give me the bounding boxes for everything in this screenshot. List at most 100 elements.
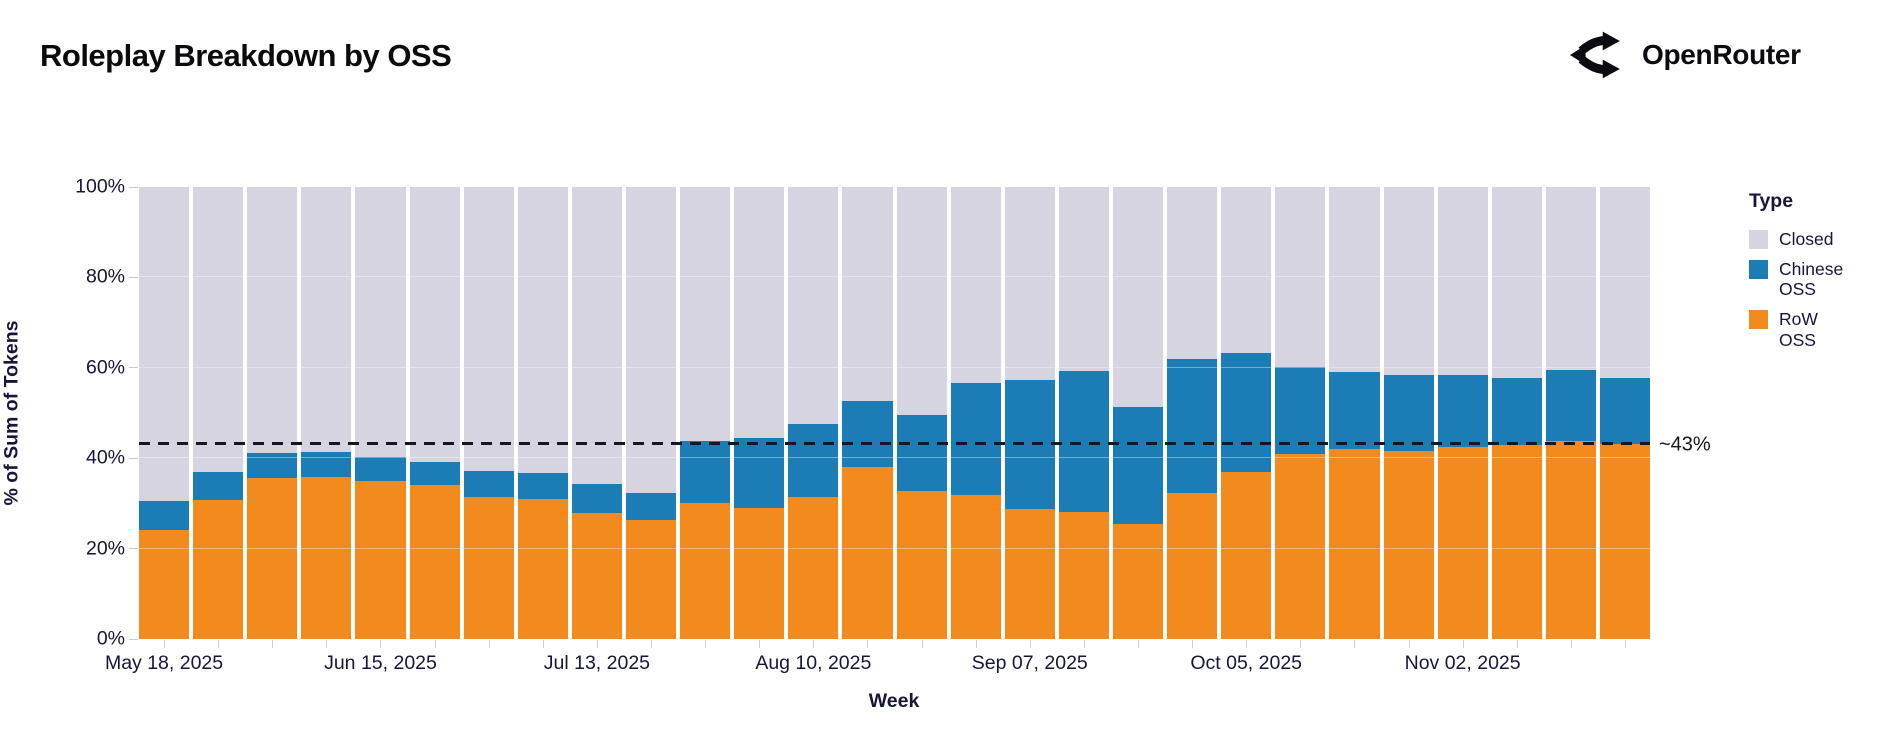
x-tick-mark: [380, 640, 382, 648]
bar-segment-row-oss[interactable]: [1383, 451, 1434, 639]
bar-column[interactable]: [1599, 187, 1651, 639]
bar-column[interactable]: [1383, 187, 1434, 639]
x-tick-label: May 18, 2025: [104, 652, 224, 674]
bar-segment-chinese-oss[interactable]: [1437, 374, 1488, 447]
bar-segment-row-oss[interactable]: [139, 530, 190, 639]
bar-segment-chinese-oss[interactable]: [571, 483, 622, 513]
bar-segment-row-oss[interactable]: [1221, 471, 1272, 639]
bar-segment-row-oss[interactable]: [1058, 512, 1109, 639]
bar-column[interactable]: [625, 187, 677, 639]
bar-segment-row-oss[interactable]: [193, 499, 244, 639]
bar-segment-row-oss[interactable]: [1437, 446, 1488, 639]
bar-column[interactable]: [1112, 187, 1164, 639]
bar-segment-chinese-oss[interactable]: [1112, 407, 1164, 525]
bar-segment-chinese-oss[interactable]: [680, 441, 731, 504]
y-tick-mark: [129, 276, 138, 278]
bar-segment-row-oss[interactable]: [1545, 440, 1596, 639]
x-tick-label: Nov 02, 2025: [1404, 652, 1521, 674]
bar-segment-chinese-oss[interactable]: [1275, 367, 1326, 454]
bar-column[interactable]: [896, 187, 947, 639]
bar-segment-row-oss[interactable]: [1275, 453, 1326, 639]
bar-column[interactable]: [463, 187, 514, 639]
bar-column[interactable]: [1329, 187, 1380, 639]
bar-column[interactable]: [247, 187, 298, 639]
bar-segment-chinese-oss[interactable]: [1383, 375, 1434, 452]
bar-segment-chinese-oss[interactable]: [788, 424, 839, 497]
legend-item-closed[interactable]: Closed: [1749, 229, 1874, 250]
bar-column[interactable]: [788, 187, 839, 639]
bar-segment-chinese-oss[interactable]: [139, 501, 190, 531]
x-tick-mark: [1300, 640, 1302, 648]
bar-column[interactable]: [1491, 187, 1542, 639]
bar-segment-chinese-oss[interactable]: [950, 382, 1001, 495]
bar-column[interactable]: [950, 187, 1001, 639]
bar-segment-chinese-oss[interactable]: [1004, 380, 1055, 510]
bar-segment-chinese-oss[interactable]: [1221, 352, 1272, 472]
bar-segment-chinese-oss[interactable]: [355, 457, 406, 482]
bar-column[interactable]: [1167, 187, 1218, 639]
bar-column[interactable]: [409, 187, 460, 639]
bar-column[interactable]: [1221, 187, 1272, 639]
bar-segment-chinese-oss[interactable]: [734, 438, 785, 508]
bar-segment-row-oss[interactable]: [1599, 444, 1651, 639]
bar-segment-row-oss[interactable]: [1167, 493, 1218, 639]
x-tick-mark: [1083, 640, 1085, 648]
bar-segment-row-oss[interactable]: [517, 499, 568, 639]
bar-column[interactable]: [734, 187, 785, 639]
bar-column[interactable]: [301, 187, 352, 639]
bar-segment-row-oss[interactable]: [896, 491, 947, 639]
bar-segment-row-oss[interactable]: [247, 477, 298, 639]
bar-segment-row-oss[interactable]: [1004, 509, 1055, 639]
bar-column[interactable]: [680, 187, 731, 639]
bar-segment-row-oss[interactable]: [788, 496, 839, 639]
bar-segment-row-oss[interactable]: [842, 466, 893, 639]
bar-segment-chinese-oss[interactable]: [1058, 371, 1109, 512]
bar-segment-row-oss[interactable]: [1491, 445, 1542, 639]
bar-column[interactable]: [571, 187, 622, 639]
bar-segment-row-oss[interactable]: [463, 496, 514, 639]
bar-segment-row-oss[interactable]: [301, 476, 352, 639]
bar-segment-row-oss[interactable]: [409, 485, 460, 639]
bar-column[interactable]: [193, 187, 244, 639]
bar-segment-chinese-oss[interactable]: [896, 414, 947, 492]
bar-segment-chinese-oss[interactable]: [842, 400, 893, 467]
bar-segment-chinese-oss[interactable]: [1545, 369, 1596, 441]
legend-item-row-oss[interactable]: RoW OSS: [1749, 309, 1874, 350]
bar-segment-row-oss[interactable]: [625, 520, 677, 639]
bar-segment-chinese-oss[interactable]: [1167, 358, 1218, 494]
x-tick-mark: [759, 640, 761, 648]
bar-segment-chinese-oss[interactable]: [517, 472, 568, 500]
legend-title: Type: [1749, 190, 1794, 212]
y-tick-label: 0%: [96, 627, 125, 650]
bar-segment-row-oss[interactable]: [680, 503, 731, 639]
bar-segment-chinese-oss[interactable]: [625, 493, 677, 521]
x-tick-mark: [1570, 640, 1572, 648]
bar-segment-row-oss[interactable]: [950, 494, 1001, 639]
bar-column[interactable]: [139, 187, 190, 639]
bar-column[interactable]: [1545, 187, 1596, 639]
bar-segment-chinese-oss[interactable]: [1599, 378, 1651, 445]
bar-segment-chinese-oss[interactable]: [409, 461, 460, 486]
bar-segment-chinese-oss[interactable]: [301, 451, 352, 477]
x-tick-mark: [867, 640, 869, 648]
bar-column[interactable]: [1004, 187, 1055, 639]
bar-column[interactable]: [355, 187, 406, 639]
bar-segment-chinese-oss[interactable]: [1329, 372, 1380, 450]
bar-segment-chinese-oss[interactable]: [193, 471, 244, 500]
bar-column[interactable]: [1058, 187, 1109, 639]
bar-segment-row-oss[interactable]: [1329, 449, 1380, 639]
bar-segment-row-oss[interactable]: [1112, 524, 1164, 639]
bar-column[interactable]: [842, 187, 893, 639]
bar-segment-row-oss[interactable]: [734, 507, 785, 639]
bar-segment-chinese-oss[interactable]: [247, 453, 298, 478]
bar-segment-row-oss[interactable]: [571, 512, 622, 639]
bar-column[interactable]: [517, 187, 568, 639]
bar-column[interactable]: [1437, 187, 1488, 639]
bar-column[interactable]: [1275, 187, 1326, 639]
bar-segment-chinese-oss[interactable]: [1491, 377, 1542, 446]
bar-segment-row-oss[interactable]: [355, 481, 406, 639]
legend-item-chinese-oss[interactable]: Chinese OSS: [1749, 259, 1874, 300]
x-tick-mark: [1246, 640, 1248, 648]
bar-segment-chinese-oss[interactable]: [463, 470, 514, 497]
